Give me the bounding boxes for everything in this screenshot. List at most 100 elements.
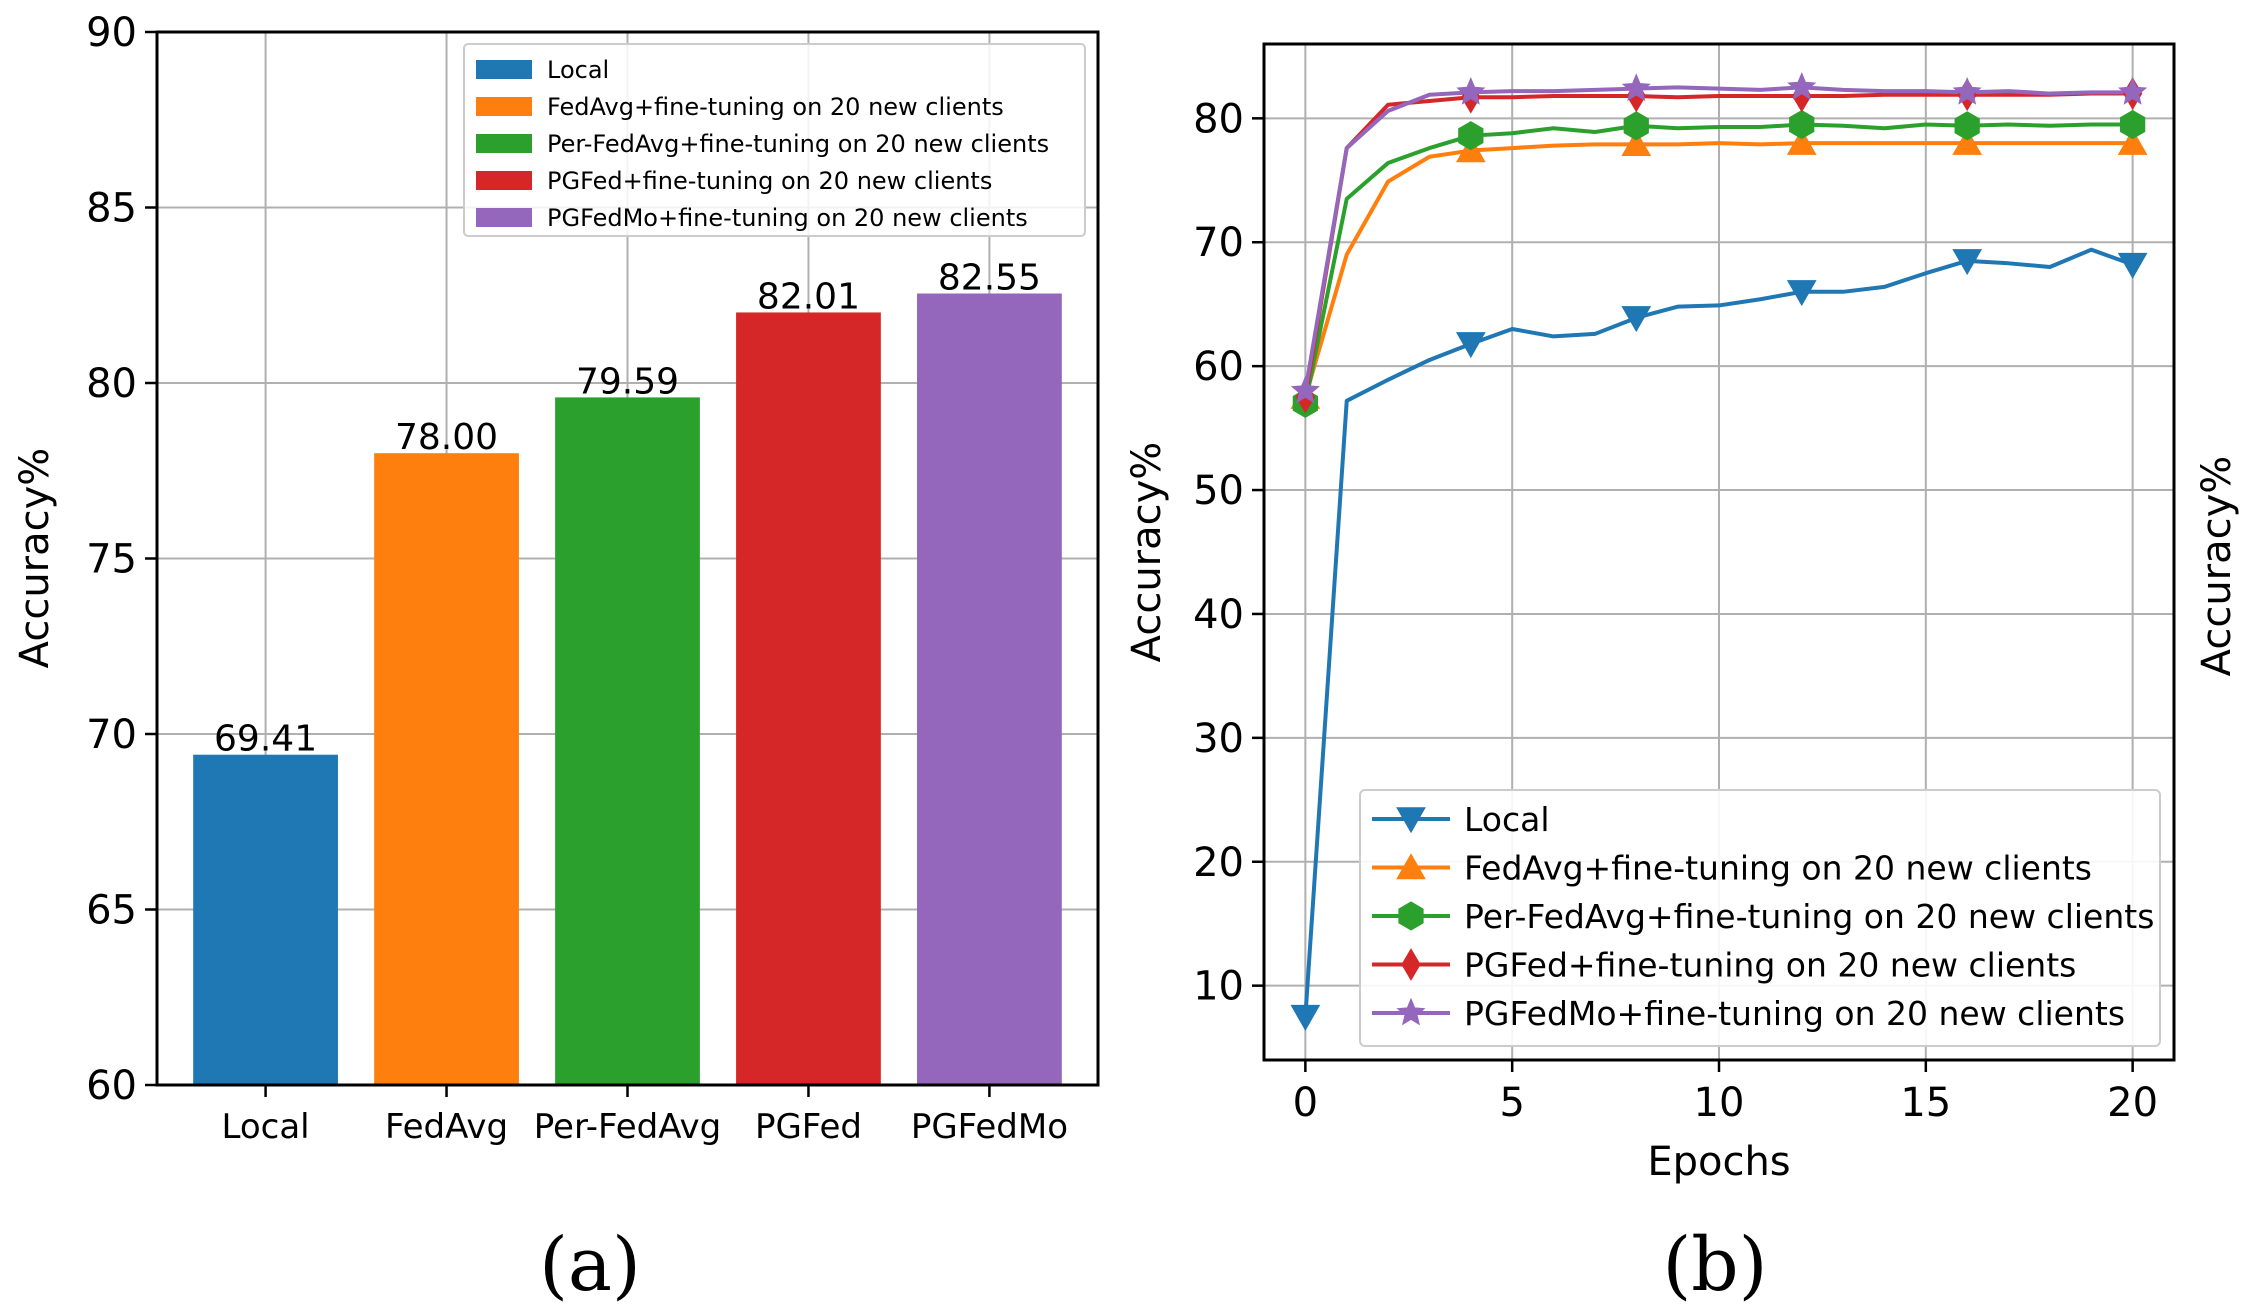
bar-chart-x-ticks: Local FedAvg Per-FedAvg PGFed PGFedMo [222, 1085, 1068, 1147]
panel-a-label: (a) [539, 1222, 641, 1308]
y-tick-label: 70 [1193, 220, 1244, 266]
legend-marker [1401, 948, 1421, 981]
bar-value-label: 69.41 [214, 719, 317, 760]
y-tick-label: 80 [86, 361, 137, 407]
legend-entry: PGFedMo+fine-tuning on 20 new clients [547, 204, 1028, 232]
y-tick-label: 65 [86, 888, 137, 934]
legend-entry: PGFedMo+fine-tuning on 20 new clients [1464, 994, 2125, 1033]
series-marker-0 [1786, 280, 1817, 307]
series-marker-0 [1952, 249, 1983, 276]
line-chart-right-y-label: Accuracy% [2194, 456, 2240, 677]
legend-entry: PGFed+fine-tuning on 20 new clients [1464, 946, 2076, 985]
series-marker-4 [1290, 375, 1320, 404]
y-tick-label: 75 [86, 537, 137, 583]
y-tick-label: 10 [1193, 964, 1244, 1010]
y-tick-label: 85 [86, 186, 137, 232]
y-tick-label: 90 [86, 10, 137, 56]
legend-swatch [476, 171, 532, 190]
legend-box [1359, 789, 2161, 1047]
bar-pgfed [736, 312, 881, 1086]
legend-entry: Per-FedAvg+fine-tuning on 20 new clients [1464, 897, 2154, 936]
line-chart-x-ticks: 0 5 10 15 20 [1293, 1060, 2158, 1126]
series-marker-4 [1456, 77, 1486, 105]
y-tick-label: 70 [86, 712, 137, 758]
y-tick-label: 80 [1193, 96, 1244, 142]
series-marker-4 [1621, 73, 1651, 101]
legend-marker [1396, 807, 1426, 834]
bar-chart-bars [193, 293, 1062, 1086]
legend-entry: Local [1464, 800, 1550, 839]
series-marker-0 [1455, 332, 1486, 359]
legend-swatch [476, 97, 532, 116]
x-tick-label: Local [222, 1107, 310, 1147]
bar-chart-y-ticks: 60 65 70 75 80 85 90 [86, 10, 157, 1109]
x-tick-label: FedAvg [385, 1107, 508, 1147]
bar-chart-legend: Local FedAvg+fine-tuning on 20 new client… [463, 43, 1086, 237]
line-chart-y-ticks: 10 20 30 40 50 60 70 80 [1193, 96, 1264, 1010]
legend-entry: PGFed+fine-tuning on 20 new clients [547, 167, 992, 195]
y-tick-label: 20 [1193, 840, 1244, 886]
x-tick-label: 20 [2107, 1080, 2158, 1126]
bar-pgfedmo [917, 293, 1062, 1085]
series-marker-0 [1290, 1004, 1321, 1031]
bar-local [193, 754, 338, 1085]
series-line-3 [1303, 91, 2133, 398]
series-marker-4 [1787, 72, 1817, 100]
series-marker-2 [2120, 109, 2146, 140]
panel-b-label: (b) [1662, 1222, 1767, 1308]
bar-value-label: 78.00 [395, 417, 498, 458]
series-marker-0 [2117, 252, 2148, 279]
series-line-4 [1303, 85, 2133, 392]
x-tick-label: PGFedMo [911, 1107, 1068, 1147]
line-chart-panel: 10 20 30 40 50 60 70 80 0 5 10 15 20 Epochs Accurac… [1124, 42, 2240, 1308]
x-tick-label: 0 [1293, 1080, 1318, 1126]
series-line-2 [1303, 122, 2133, 404]
bar-value-labels: 69.41 78.00 79.59 82.01 82.55 [214, 257, 1041, 759]
series-marker-2 [1789, 109, 1815, 140]
series-marker-2 [1623, 111, 1649, 141]
series-line-1 [1303, 141, 2133, 398]
series-marker-2 [1954, 111, 1980, 141]
series-marker-1 [2117, 128, 2148, 155]
x-tick-label: Per-FedAvg [534, 1107, 721, 1147]
bar-per-fedavg [555, 397, 700, 1085]
legend-entry: Local [547, 56, 609, 84]
legend-entry: FedAvg+fine-tuning on 20 new clients [1464, 849, 2092, 888]
y-tick-label: 30 [1193, 716, 1244, 762]
legend-marker [1398, 901, 1424, 931]
legend-entry: Per-FedAvg+fine-tuning on 20 new clients [547, 130, 1049, 158]
line-chart-series [1303, 85, 2134, 1017]
line-chart-x-label: Epochs [1647, 1139, 1790, 1185]
legend-entry: FedAvg+fine-tuning on 20 new clients [547, 93, 1004, 121]
bar-value-label: 82.55 [938, 257, 1041, 298]
bar-value-label: 82.01 [757, 276, 860, 317]
y-tick-label: 60 [86, 1063, 137, 1109]
bar-value-label: 79.59 [576, 361, 679, 402]
y-tick-label: 50 [1193, 468, 1244, 514]
series-marker-2 [1458, 121, 1484, 151]
series-marker-4 [1952, 77, 1982, 105]
legend-swatch [476, 208, 532, 227]
x-tick-label: PGFed [755, 1107, 862, 1147]
legend-box [463, 43, 1086, 237]
bar-chart-panel: 69.41 78.00 79.59 82.01 82.55 60 65 70 75 80 85 90… [12, 10, 1100, 1308]
series-marker-1 [1786, 128, 1817, 155]
series-line-0 [1303, 247, 2134, 1017]
series-marker-1 [1952, 128, 1983, 155]
y-tick-label: 40 [1193, 592, 1244, 638]
x-tick-label: 10 [1694, 1080, 1745, 1126]
line-chart-legend: Local FedAvg+fine-tuning on 20 new client… [1359, 789, 2161, 1047]
legend-marker [1396, 853, 1426, 880]
y-tick-label: 60 [1193, 344, 1244, 390]
bar-chart-y-label: Accuracy% [12, 448, 58, 669]
legend-swatch [476, 134, 532, 153]
line-chart-markers [1290, 72, 2148, 1031]
line-chart-y-label: Accuracy% [1124, 442, 1170, 663]
series-marker-0 [1621, 306, 1652, 333]
legend-swatch [476, 60, 532, 79]
x-tick-label: 15 [1900, 1080, 1951, 1126]
series-marker-4 [2118, 77, 2148, 105]
legend-marker [1396, 997, 1426, 1026]
series-marker-1 [1621, 130, 1652, 157]
